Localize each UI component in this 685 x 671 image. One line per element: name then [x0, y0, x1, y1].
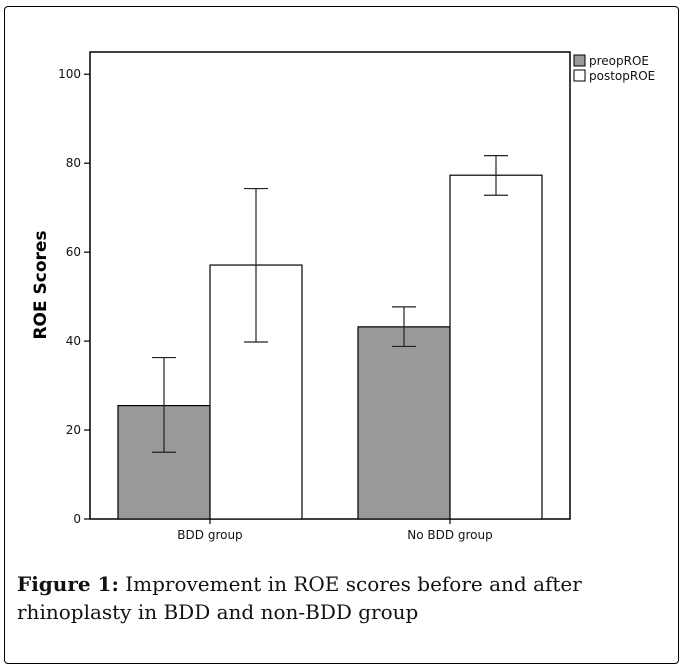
bar-postopROE-1: [449, 174, 543, 520]
y-tick-label: 60: [66, 245, 81, 259]
caption-text: Improvement in ROE scores before and aft…: [17, 572, 582, 624]
x-tick-label: BDD group: [177, 528, 242, 542]
plot-area: [89, 51, 571, 520]
y-axis: 0 20 40 60 80 100: [58, 67, 90, 526]
legend-label-postopROE: postopROE: [589, 69, 655, 83]
legend-label-preopROE: preopROE: [589, 54, 649, 68]
bar-preopROE-1: [357, 326, 451, 520]
caption-label: Figure 1:: [17, 572, 119, 596]
y-tick-label: 0: [73, 512, 81, 526]
error-bars: [152, 155, 508, 453]
bar-chart: 0 20 40 60 80 100 BDD group No BDD group ROE S…: [31, 51, 655, 542]
x-axis: BDD group No BDD group: [177, 519, 493, 542]
y-tick-label: 20: [66, 423, 81, 437]
x-tick-label: No BDD group: [407, 528, 493, 542]
y-axis-label: ROE Scores: [31, 230, 51, 339]
legend-swatch-preopROE: [573, 54, 586, 67]
bars: [117, 174, 543, 520]
figure-caption: Figure 1: Improvement in ROE scores befo…: [17, 570, 677, 626]
y-tick-label: 80: [66, 156, 81, 170]
y-tick-label: 40: [66, 334, 81, 348]
legend-swatch-postopROE: [573, 69, 586, 82]
figure-frame: [4, 6, 679, 664]
y-tick-label: 100: [58, 67, 81, 81]
